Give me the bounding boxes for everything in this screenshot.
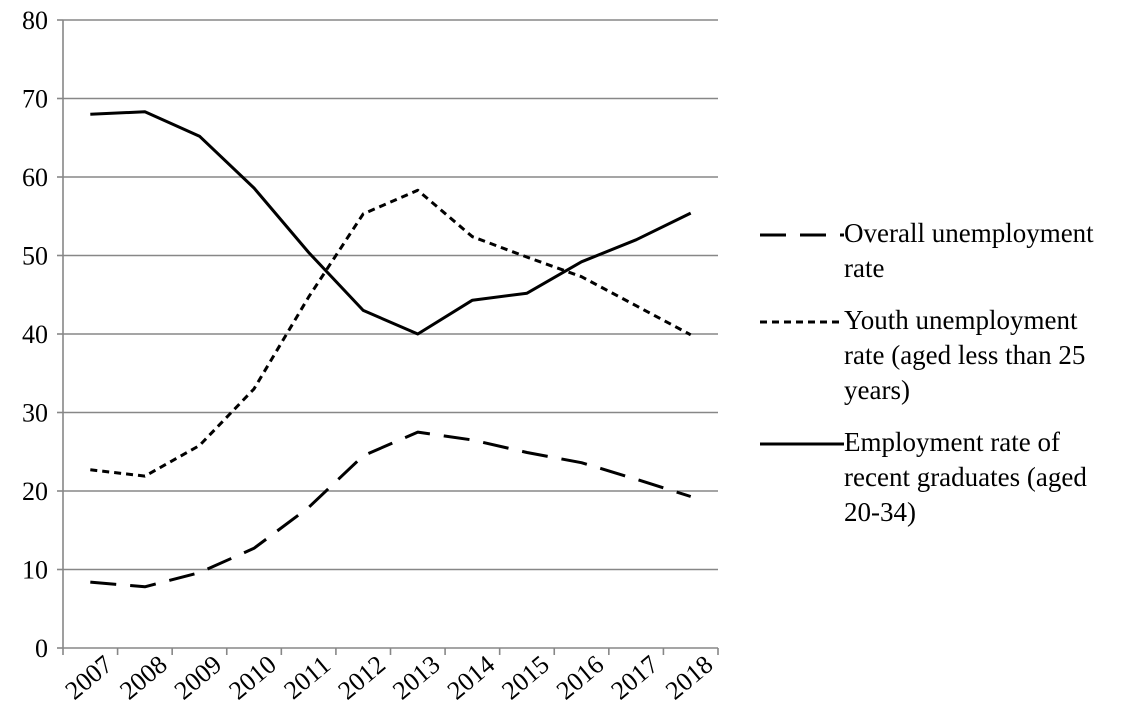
legend-swatch-dotted bbox=[760, 320, 844, 324]
x-tick-label: 2015 bbox=[496, 650, 554, 706]
x-tick-label: 2017 bbox=[605, 650, 663, 706]
y-tick-label: 0 bbox=[35, 634, 48, 663]
legend-swatch-solid bbox=[760, 442, 844, 446]
legend-item-overall: Overall unemployment rate bbox=[760, 216, 1120, 286]
gridlines bbox=[63, 19, 718, 571]
y-tick-label: 80 bbox=[22, 6, 48, 35]
legend-label-youth: Youth unemployment rate (aged less than … bbox=[844, 305, 1086, 405]
x-tick-label: 2018 bbox=[660, 650, 718, 706]
x-tick-label: 2016 bbox=[551, 650, 609, 706]
x-tick-label: 2010 bbox=[223, 650, 281, 706]
legend-label-overall: Overall unemployment rate bbox=[844, 218, 1094, 283]
x-tick-label: 2012 bbox=[333, 650, 391, 706]
legend-item-youth: Youth unemployment rate (aged less than … bbox=[760, 303, 1120, 408]
x-tick-label: 2011 bbox=[278, 650, 336, 705]
y-tick-label: 70 bbox=[22, 85, 48, 114]
legend: Overall unemployment rate Youth unemploy… bbox=[760, 216, 1120, 547]
series-line-3 bbox=[90, 110, 692, 336]
axes: 0102030405060708020072008200920102011201… bbox=[22, 6, 719, 706]
y-tick-label: 40 bbox=[22, 320, 48, 349]
legend-swatch-dashed bbox=[760, 233, 844, 237]
y-tick-label: 60 bbox=[22, 163, 48, 192]
legend-label-graduates: Employment rate of recent graduates (age… bbox=[844, 427, 1087, 527]
series-lines bbox=[90, 110, 692, 589]
y-tick-label: 30 bbox=[22, 399, 48, 428]
line-chart: 0102030405060708020072008200920102011201… bbox=[22, 6, 719, 706]
legend-item-graduates: Employment rate of recent graduates (age… bbox=[760, 425, 1120, 530]
series-line-1 bbox=[90, 430, 692, 589]
y-tick-label: 20 bbox=[22, 477, 48, 506]
x-tick-label: 2013 bbox=[387, 650, 445, 706]
x-tick-label: 2008 bbox=[114, 650, 172, 706]
y-tick-label: 10 bbox=[22, 556, 48, 585]
y-tick-label: 50 bbox=[22, 242, 48, 271]
series-line-2 bbox=[90, 188, 692, 478]
x-tick-label: 2007 bbox=[60, 650, 118, 706]
x-tick-label: 2014 bbox=[442, 650, 500, 706]
x-tick-label: 2009 bbox=[169, 650, 227, 706]
